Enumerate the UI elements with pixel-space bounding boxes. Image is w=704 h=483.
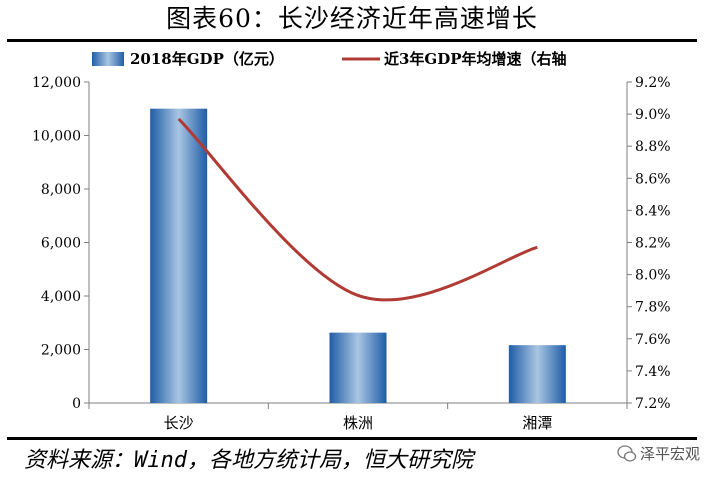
- title-divider: [7, 39, 697, 42]
- gdp-bar: [150, 108, 208, 404]
- legend-bar-swatch: [92, 52, 124, 66]
- left-axis-tick-label: 10,000: [32, 129, 81, 145]
- left-axis-tick-label: 6,000: [41, 236, 81, 252]
- right-axis-tick-label: 8.0%: [635, 268, 671, 284]
- left-axis-tick-label: 12,000: [32, 75, 81, 91]
- left-axis-tick-label: 2,000: [41, 343, 81, 359]
- wechat-icon: [617, 445, 637, 462]
- x-axis-category-label: 湘潭: [522, 414, 552, 432]
- source-note: 资料来源：Wind，各地方统计局，恒大研究院: [24, 448, 473, 473]
- right-axis-tick-label: 8.4%: [635, 203, 671, 219]
- x-axis-category-label: 长沙: [164, 414, 194, 432]
- right-axis-tick-label: 7.8%: [635, 300, 671, 316]
- axes: 0 2,000 4,000 6,000 8,000 10,000 12,000 7.2% 7.4…: [32, 75, 671, 432]
- watermark-text: 泽平宏观: [640, 445, 701, 463]
- right-axis-tick-label: 7.4%: [635, 364, 671, 380]
- right-axis-tick-label: 9.0%: [635, 107, 671, 123]
- legend: 2018年GDP（亿元） 近3年GDP年均增速（右轴: [92, 50, 567, 68]
- right-axis-tick-label: 7.2%: [635, 396, 671, 412]
- left-axis-tick-label: 0: [72, 396, 81, 412]
- right-axis-tick-label: 8.2%: [635, 236, 671, 252]
- right-axis-tick-label: 8.8%: [635, 139, 671, 155]
- x-axis-category-label: 株洲: [343, 414, 373, 432]
- right-axis-tick-label: 9.2%: [635, 75, 671, 91]
- chart-title: 图表60：长沙经济近年高速增长: [166, 4, 538, 33]
- bar-series: [150, 108, 566, 404]
- right-axis-tick-label: 8.6%: [635, 171, 671, 187]
- combo-chart: 2018年GDP（亿元） 近3年GDP年均增速（右轴 0 2,000 4,000 6,…: [32, 50, 671, 432]
- source-divider: [7, 437, 697, 440]
- growth-rate-line: [177, 117, 538, 302]
- left-axis-tick-label: 8,000: [41, 182, 81, 198]
- gdp-bar: [508, 345, 566, 403]
- right-axis-tick-label: 7.6%: [635, 332, 671, 348]
- watermark: 泽平宏观: [617, 442, 700, 466]
- left-axis-tick-label: 4,000: [41, 289, 81, 305]
- gdp-bar: [329, 332, 387, 403]
- line-series: [177, 117, 538, 302]
- legend-bar-label: 2018年GDP（亿元）: [130, 50, 284, 68]
- legend-line-label: 近3年GDP年均增速（右轴: [384, 50, 567, 68]
